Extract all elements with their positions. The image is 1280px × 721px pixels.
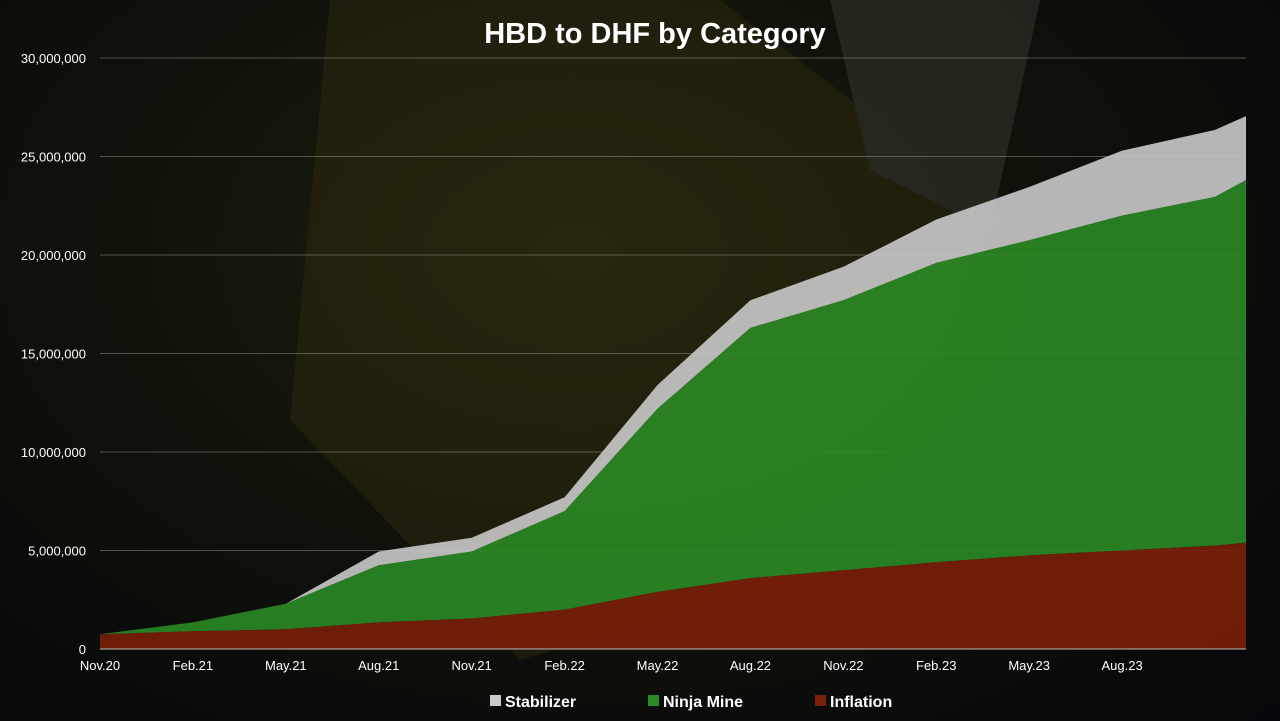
area-stabilizer bbox=[100, 116, 1246, 635]
x-tick-label: Feb.22 bbox=[544, 658, 584, 673]
area-series bbox=[100, 116, 1246, 649]
y-tick-label: 0 bbox=[79, 642, 86, 657]
x-tick-label: Nov.20 bbox=[80, 658, 120, 673]
area-ninja-mine bbox=[100, 180, 1246, 635]
x-tick-label: Feb.21 bbox=[173, 658, 213, 673]
y-tick-label: 25,000,000 bbox=[21, 150, 86, 165]
y-tick-label: 30,000,000 bbox=[21, 51, 86, 66]
legend-swatch bbox=[815, 695, 826, 706]
y-tick-label: 5,000,000 bbox=[28, 544, 86, 559]
legend: Stabilizer Ninja Mine Inflation bbox=[490, 694, 892, 711]
legend-label: Inflation bbox=[830, 694, 892, 711]
x-tick-label: Nov.21 bbox=[452, 658, 492, 673]
y-tick-label: 15,000,000 bbox=[21, 347, 86, 362]
x-tick-label: May.23 bbox=[1008, 658, 1050, 673]
area-inflation bbox=[100, 542, 1246, 649]
x-tick-label: Feb.23 bbox=[916, 658, 956, 673]
x-tick-label: May.22 bbox=[637, 658, 679, 673]
y-tick-label: 10,000,000 bbox=[21, 445, 86, 460]
legend-label: Ninja Mine bbox=[663, 694, 743, 711]
x-tick-label: Aug.21 bbox=[358, 658, 399, 673]
chart-title: HBD to DHF by Category bbox=[484, 18, 826, 50]
legend-label: Stabilizer bbox=[505, 694, 576, 711]
axes: 0 5,000,000 10,000,000 15,000,000 20,000,000… bbox=[21, 51, 1246, 673]
legend-swatch bbox=[490, 695, 501, 706]
x-tick-label: May.21 bbox=[265, 658, 307, 673]
x-tick-label: Aug.23 bbox=[1102, 658, 1143, 673]
y-tick-label: 20,000,000 bbox=[21, 248, 86, 263]
x-tick-label: Aug.22 bbox=[730, 658, 771, 673]
legend-swatch bbox=[648, 695, 659, 706]
x-tick-label: Nov.22 bbox=[823, 658, 863, 673]
